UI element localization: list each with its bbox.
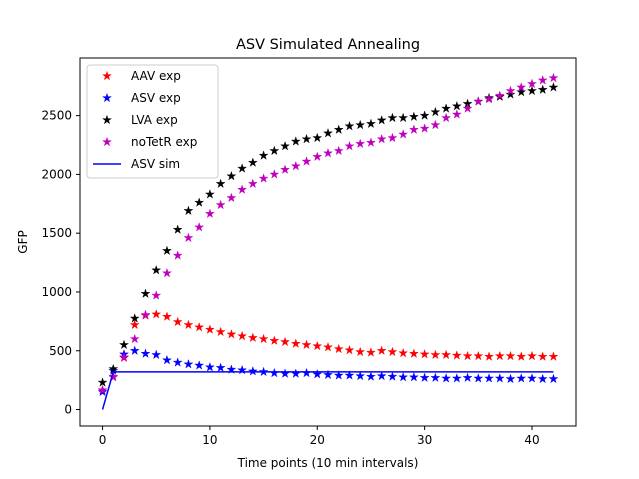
x-tick-label: 40 [524,433,539,447]
legend-label: LVA exp [131,113,178,127]
y-tick-label: 2000 [41,167,72,181]
chart-title: ASV Simulated Annealing [236,37,420,53]
legend-label: AAV exp [131,69,181,83]
legend-label: ASV exp [131,91,181,105]
x-axis-label: Time points (10 min intervals) [237,456,419,470]
y-tick-label: 500 [49,344,72,358]
legend-label: noTetR exp [131,135,197,149]
x-tick-label: 30 [417,433,432,447]
legend: AAV exp ASV exp LVA exp noTetR exp ASV sim [87,65,218,178]
y-tick-label: 1000 [41,285,72,299]
x-tick-label: 10 [202,433,217,447]
y-tick-label: 2500 [41,109,72,123]
x-tick-label: 20 [310,433,325,447]
y-tick-label: 0 [64,403,72,417]
y-tick-label: 1500 [41,226,72,240]
y-axis-label: GFP [16,230,30,253]
x-tick-label: 0 [99,433,107,447]
legend-label: ASV sim [131,157,180,171]
